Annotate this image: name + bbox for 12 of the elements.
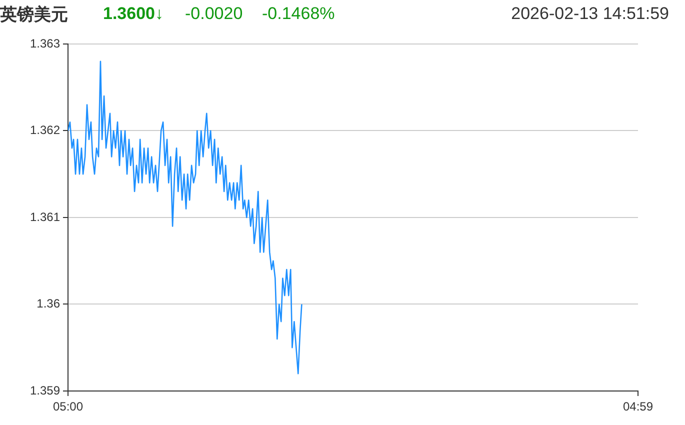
text: 1.3600↓	[103, 4, 164, 24]
y-tick-label: 1.359	[30, 383, 60, 398]
chart-title: 英镑美元	[0, 4, 68, 26]
y-tick-label: 1.362	[30, 123, 60, 138]
y-tick-label: 1.363	[30, 36, 60, 50]
x-tick-label: 05:00	[52, 400, 84, 414]
text: 2026-02-13 14:51:59	[511, 4, 669, 24]
y-tick-label: 1.36	[36, 296, 60, 311]
y-tick-label: 1.361	[30, 210, 60, 224]
text: -0.0020	[185, 4, 243, 24]
x-tick-label: 04:59	[622, 400, 654, 414]
text: -0.1468%	[262, 4, 335, 24]
